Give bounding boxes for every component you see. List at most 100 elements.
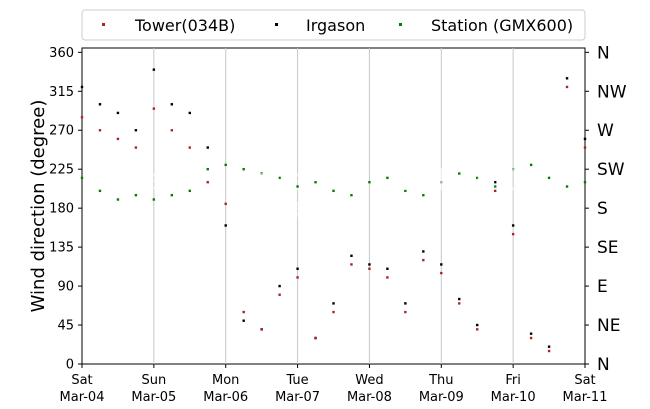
- data-point: [350, 263, 353, 266]
- data-point: [422, 193, 425, 197]
- data-point: [458, 172, 461, 175]
- data-point: [170, 129, 174, 132]
- x-tick-date: Mar-08: [347, 390, 392, 405]
- data-point: [116, 198, 120, 201]
- data-point: [511, 168, 515, 171]
- data-point: [476, 176, 479, 180]
- x-tick-day: Sat: [574, 373, 595, 388]
- y-tick-label: 135: [49, 241, 74, 256]
- x-tick-date: Mar-10: [491, 390, 536, 405]
- data-point: [565, 185, 569, 188]
- data-point: [529, 336, 533, 340]
- data-point: [422, 258, 425, 262]
- data-point: [368, 267, 371, 270]
- legend-label-irgason: Irgason: [306, 16, 365, 35]
- watermark-line-2: May 2017: [259, 191, 407, 226]
- x-tick-day: Fri: [505, 373, 521, 388]
- legend-label-tower: Tower(034B): [134, 16, 235, 35]
- data-point: [440, 180, 443, 184]
- x-tick-date: Mar-11: [563, 390, 608, 405]
- data-point: [98, 103, 102, 106]
- data-point: [332, 310, 335, 314]
- data-point: [476, 328, 479, 331]
- data-point: [98, 129, 102, 132]
- data-point: [386, 276, 389, 279]
- data-point: [206, 168, 209, 171]
- y-tick-label: 360: [49, 46, 74, 61]
- x-tick-day: Tue: [285, 373, 308, 388]
- data-point: [134, 146, 138, 149]
- compass-label: NW: [597, 82, 627, 102]
- data-point: [188, 111, 191, 115]
- compass-axis: N NE E SE S SW W NW N: [585, 43, 627, 375]
- data-point: [116, 111, 120, 115]
- data-point: [368, 180, 371, 184]
- data-point: [134, 129, 138, 132]
- data-point: [440, 271, 443, 275]
- data-point: [386, 267, 389, 270]
- data-point: [296, 185, 299, 188]
- data-point: [529, 332, 533, 335]
- data-point: [458, 302, 461, 305]
- y-tick-label: 180: [49, 202, 74, 217]
- data-point: [152, 68, 156, 71]
- legend: Tower(034B) Irgason Station (GMX600): [81, 9, 586, 41]
- data-point: [458, 297, 461, 301]
- data-point: [152, 198, 156, 201]
- data-point: [314, 180, 317, 184]
- data-point: [314, 336, 317, 340]
- x-axis: Sat Mar-04 Sun Mar-05 Mon Mar-06 Tue Mar-07 Wed M…: [60, 364, 608, 405]
- data-point: [242, 319, 245, 322]
- data-point: [404, 302, 407, 305]
- data-point: [134, 193, 138, 197]
- data-point: [493, 185, 497, 188]
- data-point: [493, 189, 497, 193]
- x-tick-day: Thu: [428, 373, 453, 388]
- x-tick-day: Mon: [212, 373, 239, 388]
- data-point: [386, 176, 389, 180]
- data-point: [368, 263, 371, 266]
- data-point: [350, 254, 353, 257]
- x-tick-date: Mar-04: [60, 390, 105, 405]
- data-point: [583, 180, 587, 184]
- x-tick-date: Mar-06: [203, 390, 248, 405]
- y-axis-label: Wind direction (degree): [28, 100, 49, 313]
- watermark-line-1: Graph created by CETE, NCSU: [107, 163, 559, 198]
- data-point: [188, 146, 191, 149]
- legend-marker-station: [399, 23, 402, 26]
- y-tick-label: 270: [49, 124, 74, 139]
- legend-marker-irgason: [275, 23, 278, 26]
- data-point: [440, 263, 443, 266]
- compass-label: S: [597, 199, 608, 219]
- legend-label-station: Station (GMX600): [431, 16, 573, 35]
- data-point: [206, 146, 209, 149]
- data-point: [170, 193, 174, 197]
- y-tick-label: 315: [49, 85, 74, 100]
- x-tick-date: Mar-05: [131, 390, 176, 405]
- data-point: [80, 176, 84, 180]
- data-point: [565, 85, 569, 89]
- data-point: [170, 103, 174, 106]
- data-point: [583, 146, 587, 149]
- data-point: [422, 250, 425, 253]
- data-point: [547, 345, 551, 348]
- y-tick-label: 0: [66, 358, 74, 373]
- y-tick-label: 90: [57, 280, 74, 295]
- data-point: [80, 116, 84, 119]
- data-point: [547, 349, 551, 353]
- data-point: [224, 163, 227, 167]
- compass-label: N: [597, 43, 610, 63]
- compass-label: SW: [597, 160, 625, 180]
- data-point: [332, 189, 335, 193]
- data-point: [80, 85, 84, 89]
- data-point: [511, 232, 515, 236]
- data-point: [350, 193, 353, 197]
- data-point: [404, 310, 407, 314]
- data-point: [476, 323, 479, 327]
- data-point: [493, 180, 497, 184]
- compass-label: NE: [597, 316, 620, 336]
- series-tower-034b-: [80, 85, 587, 353]
- data-point: [278, 284, 281, 288]
- series-layer: [80, 68, 587, 353]
